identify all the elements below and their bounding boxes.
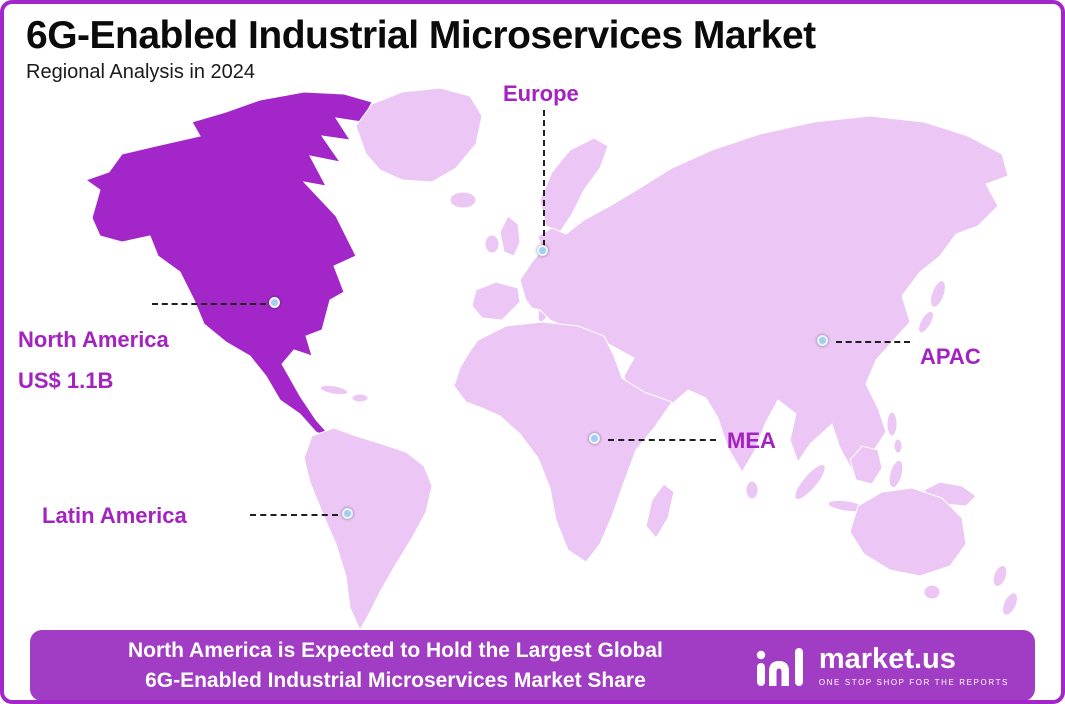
europe-label: Europe bbox=[503, 81, 579, 106]
greenland-region bbox=[355, 87, 483, 183]
north-america-label: North America bbox=[18, 327, 169, 352]
footer-banner: North America is Expected to Hold the La… bbox=[30, 630, 1035, 700]
marketus-logo-icon bbox=[756, 647, 803, 686]
south-america-region bbox=[303, 427, 433, 632]
apac-label: APAC bbox=[920, 344, 981, 369]
sumatra-region bbox=[794, 464, 826, 500]
banner-line1: North America is Expected to Hold the La… bbox=[128, 639, 663, 663]
tasmania-region bbox=[923, 584, 941, 600]
new-zealand-north-region bbox=[992, 564, 1008, 588]
latin-america-connector-line bbox=[250, 514, 338, 516]
madagascar-region bbox=[645, 483, 675, 539]
apac-marker bbox=[817, 335, 828, 346]
logo-text: market.us ONE STOP SHOP FOR THE REPORTS bbox=[818, 642, 1009, 687]
logo-brand: market.us bbox=[818, 642, 956, 675]
latin-america-label: Latin America bbox=[42, 503, 187, 528]
europe-connector-line bbox=[543, 110, 545, 246]
japan-south-region bbox=[918, 310, 934, 334]
africa-region bbox=[453, 321, 673, 563]
marketus-logo: market.us ONE STOP SHOP FOR THE REPORTS bbox=[755, 642, 1009, 690]
banner-text: North America is Expected to Hold the La… bbox=[50, 636, 741, 695]
mea-label: MEA bbox=[727, 428, 776, 453]
ireland-region bbox=[484, 234, 500, 254]
cuba-region bbox=[319, 384, 349, 396]
apac-connector-line bbox=[836, 341, 910, 343]
iceland-region bbox=[449, 191, 477, 209]
north-america-connector-line bbox=[152, 303, 266, 305]
mea-marker bbox=[589, 433, 600, 444]
world-map bbox=[84, 87, 1018, 632]
sulawesi-region bbox=[888, 459, 904, 489]
north-america-marker bbox=[269, 297, 280, 308]
page-title: 6G-Enabled Industrial Microservices Mark… bbox=[26, 14, 816, 57]
mea-connector-line bbox=[608, 439, 716, 441]
north-america-value: US$ 1.1B bbox=[18, 368, 114, 393]
page-subtitle: Regional Analysis in 2024 bbox=[26, 60, 256, 83]
hispaniola-region bbox=[351, 393, 369, 403]
japan-region bbox=[930, 280, 946, 308]
logo-tagline: ONE STOP SHOP FOR THE REPORTS bbox=[818, 677, 1009, 687]
latin-america-marker bbox=[342, 508, 353, 519]
iberia-region bbox=[471, 281, 521, 321]
header: 6G-Enabled Industrial Microservices Mark… bbox=[26, 14, 816, 84]
north-america-region bbox=[84, 91, 373, 441]
banner-line2: 6G-Enabled Industrial Microservices Mark… bbox=[145, 668, 646, 692]
sri-lanka-region bbox=[745, 480, 759, 500]
uk-region bbox=[499, 215, 521, 257]
scandinavia-region bbox=[539, 137, 609, 233]
australia-region bbox=[849, 487, 967, 577]
europe-marker bbox=[537, 245, 548, 256]
philippines-south-region bbox=[893, 438, 903, 454]
new-zealand-south-region bbox=[1002, 592, 1018, 616]
borneo-region bbox=[849, 445, 883, 485]
philippines-region bbox=[886, 411, 898, 437]
